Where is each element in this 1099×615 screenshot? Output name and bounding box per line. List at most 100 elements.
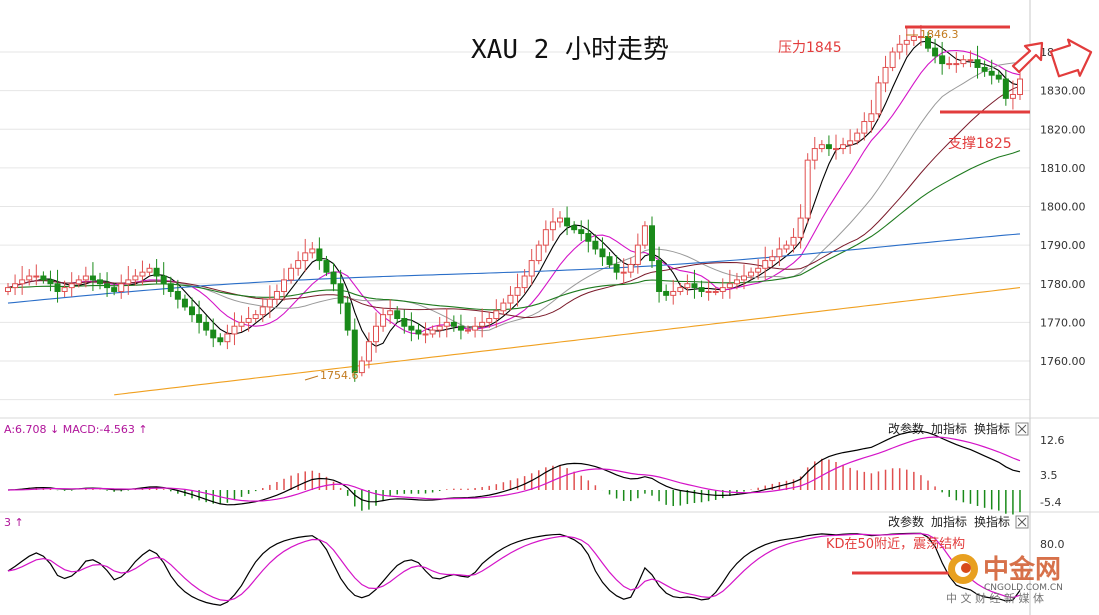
candle-up [733, 279, 740, 285]
candle-down [649, 225, 655, 262]
candle-down [54, 283, 61, 292]
candle-up [493, 310, 500, 320]
candle-down [160, 275, 167, 285]
candle-up [804, 159, 811, 219]
kd-switch-indicator-button[interactable]: 换指标 [974, 514, 1010, 529]
macd-add-indicator-button[interactable]: 加指标 [931, 421, 967, 436]
candle-up [953, 63, 960, 66]
candle-up [380, 314, 387, 327]
candle-down [691, 283, 698, 289]
kd-close-icon[interactable] [1015, 515, 1029, 529]
candle-up [677, 287, 684, 292]
candle-up [889, 51, 896, 68]
candle-down [656, 260, 663, 292]
candle-up [741, 275, 747, 281]
candle-up [528, 260, 535, 277]
candle-up [75, 279, 82, 285]
candle-up [5, 287, 11, 292]
price-tick-label: 1830.00 [1040, 85, 1086, 98]
candle-down [89, 275, 96, 281]
candle-up [266, 298, 273, 308]
candle-down [415, 329, 422, 335]
candle-up [797, 217, 804, 238]
candle-down [995, 74, 1002, 80]
candle-down [97, 279, 103, 285]
candle-up [224, 333, 231, 343]
candle-down [344, 302, 351, 331]
price-axis: 1760.00 1770.00 1780.00 1790.00 1800.00 1810.… [1040, 46, 1086, 368]
kd-header: 3 ↑ [4, 516, 24, 529]
candle-down [925, 36, 931, 49]
candle-up [854, 132, 861, 142]
macd-tick-mid: 3.5 [1040, 469, 1058, 482]
chart-title: XAU 2 小时走势 [471, 35, 669, 65]
kd-panel: 3 ↑ 改参数 加指标 换指标 80.0 KD在50附近，震荡结构 [4, 512, 1065, 615]
low-label: 1754.6 [320, 369, 359, 382]
kd-k-line [7, 532, 1021, 606]
candle-down [401, 318, 408, 327]
candle-up [535, 244, 542, 262]
candle-up [917, 36, 924, 39]
arrow-up-icon [1011, 41, 1044, 74]
candle-down [189, 306, 195, 316]
candle-down [316, 248, 323, 262]
ma30-line [7, 85, 1021, 318]
candle-up [620, 271, 627, 274]
macd-close-icon[interactable] [1015, 422, 1029, 436]
price-tick-label: 1820.00 [1040, 123, 1086, 136]
candle-up [479, 321, 486, 327]
candle-down [323, 260, 330, 273]
candle-up [641, 225, 648, 246]
candle-down [104, 283, 111, 289]
candle-up [769, 256, 776, 262]
watermark-slogan: 中 文 财 经 新 媒 体 [946, 591, 1044, 605]
candle-up [896, 43, 903, 53]
candle-up [358, 360, 365, 374]
macd-switch-indicator-button[interactable]: 换指标 [974, 421, 1010, 436]
candle-down [40, 275, 47, 281]
price-tick-label: 1760.00 [1040, 355, 1086, 368]
kd-edit-params-button[interactable]: 改参数 [888, 514, 924, 529]
candle-up [387, 310, 394, 316]
candle-down [111, 287, 118, 292]
candle-down [585, 233, 592, 242]
low-pointer [304, 375, 319, 381]
candle-down [330, 271, 337, 285]
macd-edit-params-button[interactable]: 改参数 [888, 421, 924, 436]
macd-tick-top: 12.6 [1040, 434, 1065, 447]
kd-tick-80: 80.0 [1040, 538, 1065, 551]
candle-up [833, 148, 839, 151]
candle-up [882, 66, 889, 84]
candle-down [592, 240, 599, 250]
candle-up [748, 271, 755, 277]
kd-note: KD在50附近，震荡结构 [826, 537, 965, 552]
candle-up [946, 63, 953, 66]
candle-up [26, 275, 33, 281]
candle-down [408, 325, 415, 331]
candle-up [868, 113, 875, 123]
candle-up [903, 39, 910, 45]
candle-down [825, 144, 832, 150]
high-label: 1846.3 [920, 28, 959, 41]
candle-up [281, 279, 287, 292]
candle-down [174, 290, 181, 300]
candle-down [394, 310, 401, 320]
candle-up [627, 263, 634, 273]
candle-up [910, 36, 917, 41]
candle-up [436, 325, 443, 331]
watermark: 中金网 CNGOLD.COM.CN 中 文 财 经 新 媒 体 [946, 554, 1063, 605]
candle-down [450, 321, 457, 327]
macd-panel: A:6.708 ↓ MACD:-4.563 ↑ 改参数 加指标 换指标 12.6… [4, 418, 1065, 515]
candle-up [726, 283, 733, 289]
candle-down [351, 329, 358, 374]
candle-down [1002, 78, 1009, 99]
candle-up [273, 290, 280, 300]
candle-up [132, 275, 139, 281]
candle-down [210, 329, 217, 339]
candle-up [542, 229, 549, 246]
candle-up [252, 314, 259, 320]
ma20-line [7, 62, 1021, 332]
candle-up [443, 321, 450, 327]
kd-add-indicator-button[interactable]: 加指标 [931, 514, 967, 529]
